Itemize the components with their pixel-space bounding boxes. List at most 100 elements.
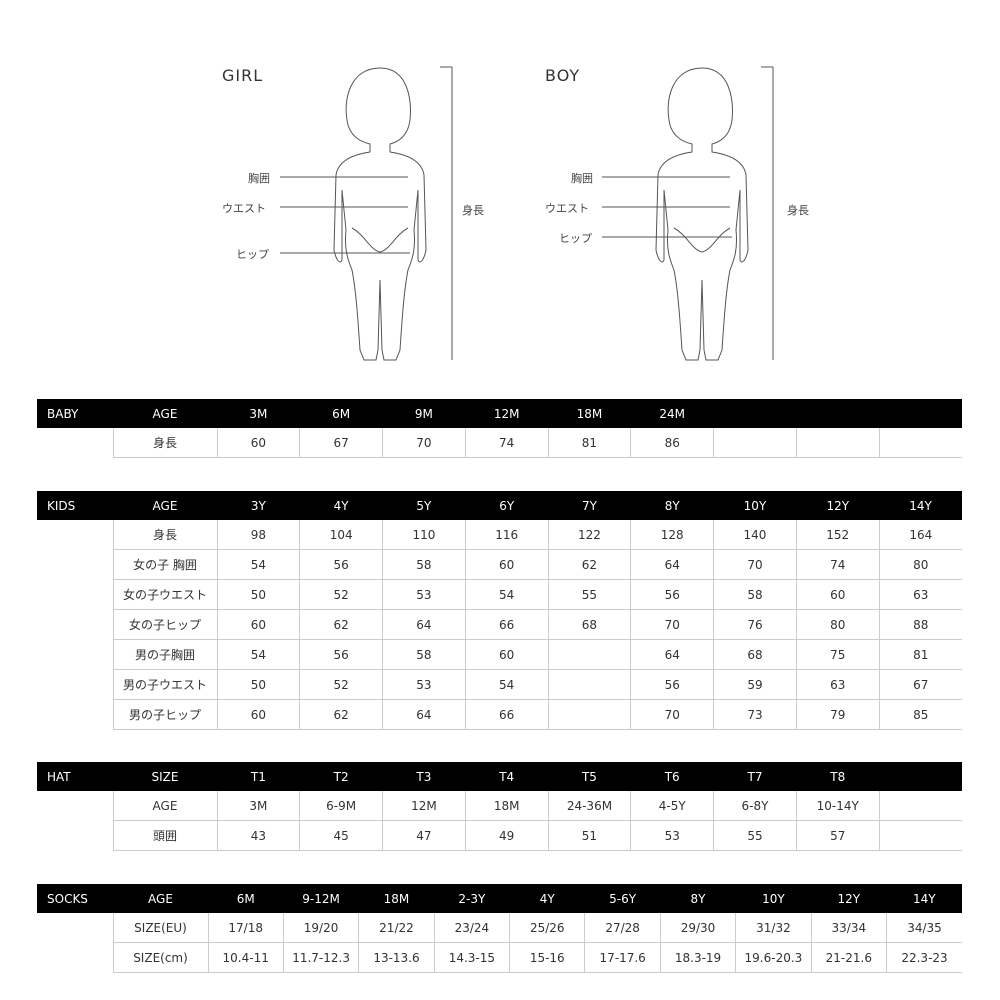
table-cell: 23/24 <box>434 913 511 943</box>
table-cell: 22.3-23 <box>886 942 962 973</box>
table-cell: 73 <box>713 699 797 730</box>
table-cell: 60 <box>217 609 301 640</box>
blank-cell <box>37 428 113 458</box>
row-label: 男の子ウエスト <box>112 669 218 700</box>
table-row: 身長 60 67 70 74 81 86 <box>37 428 962 458</box>
column-header: 5-6Y <box>584 884 661 913</box>
table-cell: 66 <box>465 699 549 730</box>
table-cell: 81 <box>879 639 962 670</box>
girl-chest-label: 胸囲 <box>248 172 270 185</box>
table-cell: 60 <box>217 699 301 730</box>
table-row: 女の子ヒップ 60 62 64 66 68 70 76 80 88 <box>37 609 962 640</box>
row-label: 女の子ヒップ <box>112 609 218 640</box>
girl-title: GIRL <box>222 66 264 85</box>
table-cell <box>548 639 632 670</box>
table-cell: 24-36M <box>548 791 632 821</box>
table-cell: 17/18 <box>208 913 284 943</box>
column-header: 6M <box>299 399 383 428</box>
row-label: 身長 <box>112 520 218 550</box>
table-cell: 59 <box>713 669 797 700</box>
table-row: AGE 3M 6-9M 12M 18M 24-36M 4-5Y 6-8Y 10-14Y <box>37 791 962 821</box>
table-cell: 12M <box>382 791 466 821</box>
row-label: 女の子ウエスト <box>112 579 218 610</box>
table-cell: 62 <box>548 549 632 580</box>
column-header: 18M <box>548 399 631 428</box>
table-cell <box>548 669 632 700</box>
boy-hip-label: ヒップ <box>559 232 592 245</box>
column-header: 24M <box>630 399 714 428</box>
row-label: 男の子ヒップ <box>112 699 218 730</box>
baby-size-table: BABY AGE 3M 6M 9M 12M 18M 24M 身長 60 67 70 74 81 86 <box>37 399 962 458</box>
table-cell: 64 <box>630 639 715 670</box>
column-header: T6 <box>630 762 714 791</box>
table-cell: 68 <box>713 639 797 670</box>
table-cell: 47 <box>382 820 466 851</box>
section-title: KIDS <box>37 491 113 520</box>
column-header: 12M <box>465 399 549 428</box>
table-cell: 58 <box>382 549 466 580</box>
column-header: T3 <box>382 762 466 791</box>
boy-height-label: 身長 <box>787 204 809 217</box>
column-header: T1 <box>217 762 300 791</box>
column-header: 3M <box>217 399 300 428</box>
blank-cell <box>37 700 113 730</box>
column-header: 14Y <box>886 884 962 913</box>
table-cell: 56 <box>630 579 715 610</box>
column-header: T5 <box>548 762 631 791</box>
row-label: 男の子胸囲 <box>112 639 218 670</box>
blank-cell <box>37 580 113 610</box>
blank-cell <box>37 520 113 550</box>
table-cell: 51 <box>548 820 632 851</box>
table-cell: 29/30 <box>660 913 737 943</box>
column-header <box>796 399 880 428</box>
column-header: 4Y <box>299 491 383 520</box>
girl-height-label: 身長 <box>462 204 484 217</box>
table-cell: 104 <box>299 520 384 550</box>
table-cell: 67 <box>299 428 384 458</box>
table-cell: 98 <box>217 520 301 550</box>
table-row: 女の子ウエスト 50 52 53 54 55 56 58 60 63 <box>37 579 962 610</box>
table-cell: 17-17.6 <box>584 942 661 973</box>
table-cell: 63 <box>879 579 962 610</box>
table-cell: 53 <box>382 579 466 610</box>
blank-cell <box>37 670 113 700</box>
column-header: 18M <box>358 884 435 913</box>
table-cell: 80 <box>879 549 962 580</box>
table-cell: 122 <box>548 520 632 550</box>
column-header: T4 <box>465 762 549 791</box>
table-cell: 33/34 <box>811 913 888 943</box>
table-cell: 4-5Y <box>630 791 715 821</box>
table-cell: 56 <box>299 639 384 670</box>
table-cell <box>879 820 962 851</box>
table-cell: 53 <box>382 669 466 700</box>
blank-cell <box>37 913 113 943</box>
table-cell: 6-8Y <box>713 791 797 821</box>
table-cell <box>713 428 797 458</box>
table-cell: 52 <box>299 669 384 700</box>
table-cell: 54 <box>217 549 301 580</box>
table-cell <box>879 428 962 458</box>
table-cell: 81 <box>548 428 632 458</box>
table-cell: 85 <box>879 699 962 730</box>
column-header: 12Y <box>811 884 887 913</box>
table-cell: 19/20 <box>283 913 360 943</box>
table-cell: 76 <box>713 609 797 640</box>
table-cell: 58 <box>382 639 466 670</box>
header-label: AGE <box>113 399 217 428</box>
column-header: 9M <box>382 399 466 428</box>
table-cell: 57 <box>796 820 880 851</box>
table-row: 男の子ウエスト 50 52 53 54 56 59 63 67 <box>37 669 962 700</box>
table-cell: 79 <box>796 699 880 730</box>
boy-figure-illustration <box>602 66 774 361</box>
blank-cell <box>37 640 113 670</box>
column-header <box>713 399 797 428</box>
column-header: 3Y <box>217 491 300 520</box>
table-cell: 152 <box>796 520 880 550</box>
row-label: AGE <box>112 791 218 821</box>
table-cell: 62 <box>299 609 384 640</box>
table-cell: 68 <box>548 609 632 640</box>
table-cell: 56 <box>630 669 715 700</box>
socks-size-table: SOCKS AGE 6M 9-12M 18M 2-3Y 4Y 5-6Y 8Y 10Y 12Y 14Y S… <box>37 884 962 973</box>
table-cell: 164 <box>879 520 962 550</box>
section-title: HAT <box>37 762 113 791</box>
